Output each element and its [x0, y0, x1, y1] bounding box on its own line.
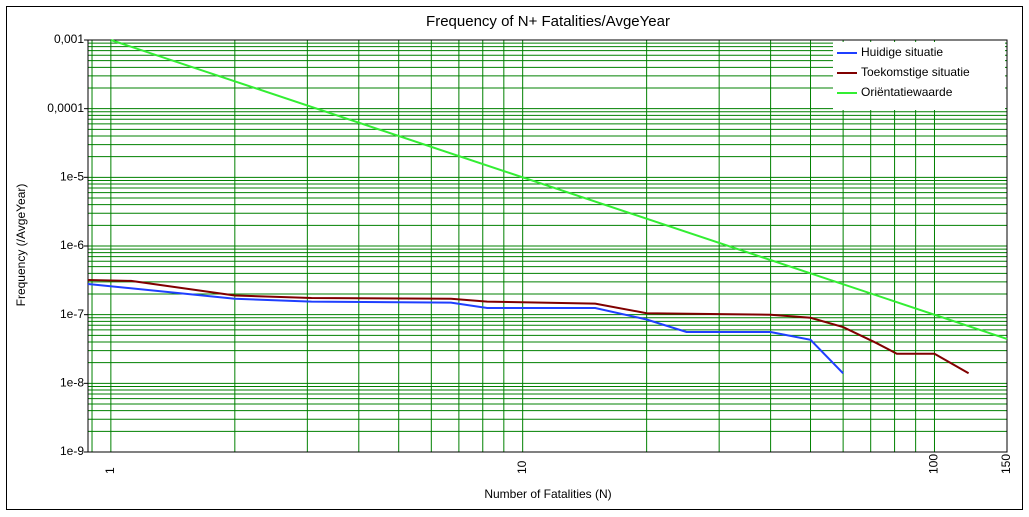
x-tick-label: 10: [515, 460, 529, 474]
y-tick-label: 0,0001: [47, 101, 84, 115]
x-tick-label: 150: [999, 454, 1013, 474]
legend-label: Toekomstige situatie: [861, 65, 970, 79]
series-line: [87, 279, 970, 375]
chart-title: Frequency of N+ Fatalities/AvgeYear: [426, 13, 670, 30]
legend-label: Oriëntatiewaarde: [861, 85, 953, 99]
x-tick-label: 100: [927, 454, 941, 474]
y-tick-label: 1e-5: [60, 170, 84, 184]
legend-box: [833, 42, 1005, 110]
series-line: [110, 39, 1008, 340]
y-tick-label: 1e-8: [60, 376, 84, 390]
plot-border: [87, 39, 1008, 453]
y-axis-label: Frequency (/AvgeYear): [14, 184, 28, 307]
y-tick-label: 1e-6: [60, 238, 84, 252]
y-tick-label: 1e-7: [60, 307, 84, 321]
x-tick-label: 1: [103, 467, 117, 474]
x-axis-label: Number of Fatalities (N): [484, 487, 611, 501]
series-line: [87, 283, 844, 374]
y-tick-label: 1e-9: [60, 444, 84, 458]
legend-label: Huidige situatie: [861, 45, 943, 59]
y-tick-label: 0,001: [54, 32, 84, 46]
